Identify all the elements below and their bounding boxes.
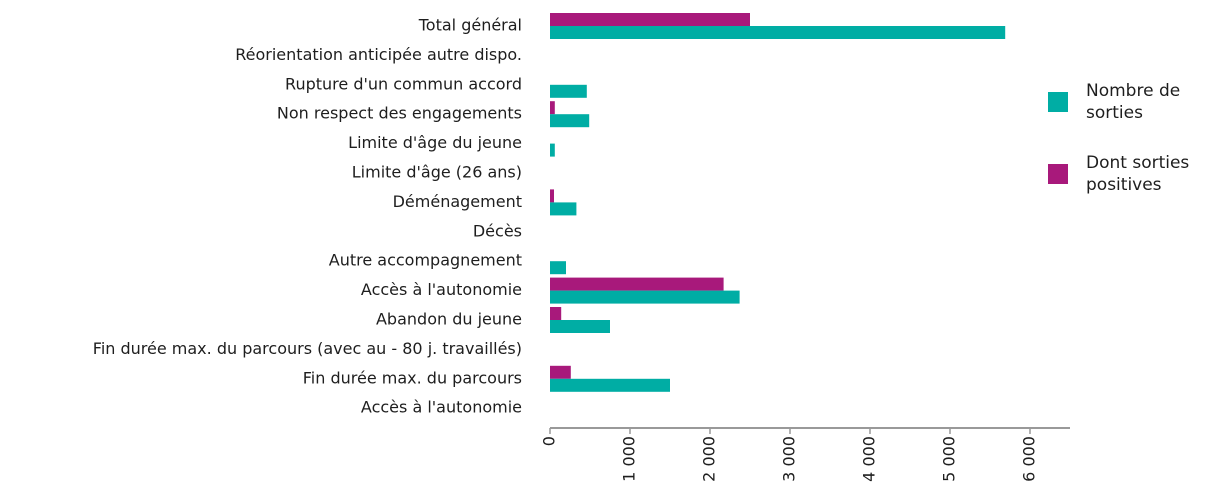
y-tick-label: Autre accompagnement — [329, 251, 522, 270]
bar — [550, 202, 577, 216]
bar — [550, 277, 724, 291]
legend-swatch — [1048, 164, 1068, 184]
bar — [550, 365, 571, 379]
x-tick-label: 1 000 — [620, 436, 639, 482]
y-tick-label: Abandon du jeune — [376, 310, 522, 329]
y-tick-label: Fin durée max. du parcours (avec au - 80… — [93, 339, 522, 358]
bar — [550, 13, 750, 26]
x-tick-label: 2 000 — [700, 436, 719, 482]
bar — [550, 26, 1006, 39]
bar — [550, 189, 554, 203]
bar — [550, 101, 555, 115]
y-tick-label: Limite d'âge (26 ans) — [352, 163, 522, 182]
bar — [550, 261, 566, 275]
y-tick-label: Non respect des engagements — [277, 104, 522, 123]
x-tick-label: 3 000 — [780, 436, 799, 482]
y-tick-label: Accès à l'autonomie — [361, 398, 522, 417]
legend-item: Dont sorties positives — [1048, 152, 1211, 196]
legend-swatch — [1048, 92, 1068, 112]
y-tick-label: Réorientation anticipée autre dispo. — [235, 45, 522, 64]
bar — [550, 378, 670, 392]
x-tick-label: 4 000 — [860, 436, 879, 482]
bar — [550, 290, 740, 304]
bar — [550, 143, 555, 157]
bar — [550, 114, 590, 128]
x-tick-label: 0 — [540, 436, 559, 446]
bar — [550, 320, 610, 333]
y-tick-label: Décès — [473, 221, 522, 240]
x-tick-label: 5 000 — [940, 436, 959, 482]
bar — [550, 84, 587, 98]
y-tick-label: Rupture d'un commun accord — [285, 74, 522, 93]
legend-label: Nombre de sorties — [1086, 81, 1181, 123]
bar — [550, 307, 562, 320]
legend-label: Dont sorties positives — [1086, 153, 1190, 195]
y-tick-label: Total général — [418, 16, 522, 35]
y-tick-label: Limite d'âge du jeune — [348, 133, 522, 152]
legend-item: Nombre de sorties — [1048, 80, 1211, 124]
y-tick-label: Fin durée max. du parcours — [303, 368, 522, 387]
y-tick-label: Déménagement — [393, 192, 522, 211]
y-tick-label: Accès à l'autonomie — [361, 280, 522, 299]
x-tick-label: 6 000 — [1020, 436, 1039, 482]
